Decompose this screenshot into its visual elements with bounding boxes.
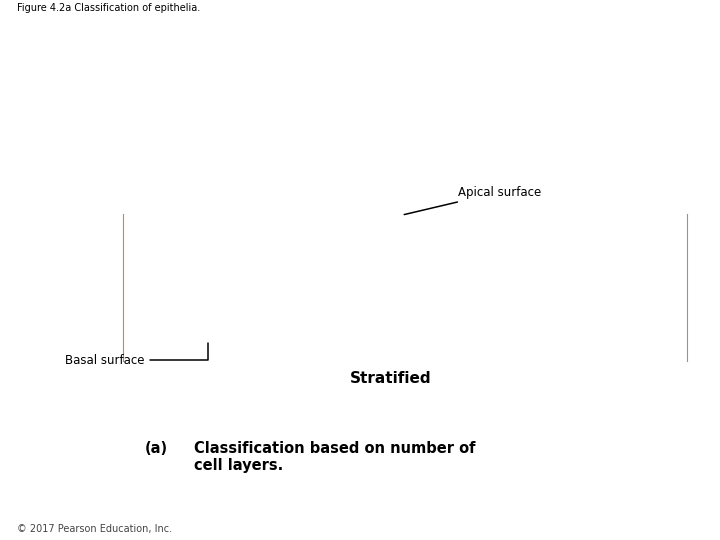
Text: Apical surface: Apical surface	[426, 62, 583, 93]
Ellipse shape	[708, 235, 720, 247]
Ellipse shape	[395, 235, 415, 247]
Polygon shape	[503, 222, 557, 260]
Polygon shape	[96, 262, 150, 300]
Polygon shape	[222, 262, 275, 300]
Ellipse shape	[325, 120, 361, 138]
Polygon shape	[598, 262, 651, 300]
Bar	[597, 114, 670, 144]
Polygon shape	[284, 262, 338, 300]
Ellipse shape	[364, 275, 383, 287]
Polygon shape	[535, 262, 588, 300]
Ellipse shape	[490, 275, 508, 287]
Text: Basal surface: Basal surface	[19, 147, 169, 160]
Ellipse shape	[207, 314, 227, 326]
Polygon shape	[378, 222, 432, 260]
Ellipse shape	[253, 120, 288, 138]
Text: (a): (a)	[144, 441, 168, 456]
Text: Figure 4.2a Classification of epithelia.: Figure 4.2a Classification of epithelia.	[17, 3, 201, 13]
Polygon shape	[127, 222, 181, 260]
Ellipse shape	[458, 314, 477, 326]
Ellipse shape	[176, 275, 195, 287]
Bar	[162, 144, 670, 146]
Ellipse shape	[333, 235, 352, 247]
Ellipse shape	[395, 314, 415, 326]
Ellipse shape	[521, 235, 540, 247]
Polygon shape	[378, 301, 432, 339]
Ellipse shape	[82, 235, 102, 247]
Polygon shape	[127, 301, 181, 339]
Bar	[379, 114, 452, 144]
Polygon shape	[660, 262, 714, 300]
Ellipse shape	[552, 275, 571, 287]
Bar	[123, 340, 687, 342]
Text: Simple: Simple	[351, 172, 410, 187]
Ellipse shape	[583, 314, 603, 326]
Polygon shape	[441, 222, 495, 260]
Polygon shape	[472, 262, 526, 300]
Ellipse shape	[646, 314, 665, 326]
Polygon shape	[566, 222, 620, 260]
Text: Stratified: Stratified	[350, 371, 432, 386]
Ellipse shape	[333, 314, 352, 326]
Ellipse shape	[521, 314, 540, 326]
Ellipse shape	[114, 275, 132, 287]
Polygon shape	[410, 262, 463, 300]
Ellipse shape	[543, 120, 578, 138]
Text: © 2017 Pearson Education, Inc.: © 2017 Pearson Education, Inc.	[17, 524, 173, 534]
Ellipse shape	[239, 275, 258, 287]
Bar	[452, 114, 524, 144]
Bar	[307, 114, 379, 144]
Bar	[162, 158, 670, 163]
Polygon shape	[441, 301, 495, 339]
Polygon shape	[190, 301, 244, 339]
Ellipse shape	[615, 275, 634, 287]
Bar	[123, 358, 687, 361]
Ellipse shape	[398, 120, 433, 138]
Ellipse shape	[616, 120, 650, 138]
Ellipse shape	[145, 314, 164, 326]
Polygon shape	[629, 301, 683, 339]
Polygon shape	[566, 301, 620, 339]
Polygon shape	[347, 262, 400, 300]
Polygon shape	[629, 222, 683, 260]
Polygon shape	[253, 301, 307, 339]
Text: Classification based on number of
cell layers.: Classification based on number of cell l…	[194, 441, 475, 473]
Ellipse shape	[708, 314, 720, 326]
Ellipse shape	[82, 314, 102, 326]
Ellipse shape	[458, 235, 477, 247]
Text: Basal surface: Basal surface	[65, 342, 207, 367]
Polygon shape	[65, 301, 119, 339]
Polygon shape	[253, 222, 307, 260]
Ellipse shape	[678, 275, 696, 287]
Polygon shape	[315, 301, 369, 339]
Ellipse shape	[471, 120, 505, 138]
Bar	[235, 114, 307, 144]
Ellipse shape	[181, 120, 215, 138]
Ellipse shape	[270, 235, 289, 247]
Polygon shape	[503, 301, 557, 339]
Polygon shape	[691, 222, 720, 260]
Bar	[162, 144, 670, 163]
Polygon shape	[159, 262, 212, 300]
Ellipse shape	[270, 314, 289, 326]
Ellipse shape	[207, 235, 227, 247]
Text: Apical surface: Apical surface	[404, 186, 541, 214]
Polygon shape	[190, 222, 244, 260]
Polygon shape	[691, 301, 720, 339]
Bar	[162, 114, 235, 144]
Ellipse shape	[145, 235, 164, 247]
Ellipse shape	[302, 275, 320, 287]
Polygon shape	[65, 222, 119, 260]
Bar	[524, 114, 597, 144]
Ellipse shape	[583, 235, 603, 247]
Polygon shape	[315, 222, 369, 260]
Ellipse shape	[646, 235, 665, 247]
Bar	[123, 340, 687, 361]
Ellipse shape	[427, 275, 446, 287]
